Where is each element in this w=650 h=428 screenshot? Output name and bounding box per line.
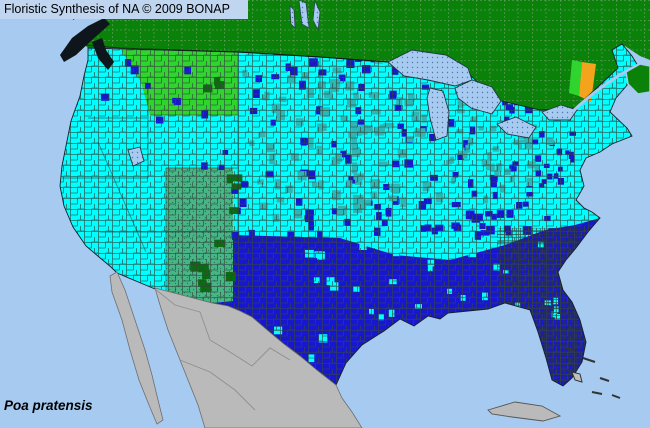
map-title-bar: Floristic Synthesis of NA © 2009 BONAP (0, 0, 248, 19)
cuba (487, 401, 562, 422)
region-mexico (109, 271, 363, 428)
great-lakes (127, 49, 578, 167)
lake-huron (454, 79, 502, 115)
region-maritimes (625, 63, 650, 95)
map-title: Floristic Synthesis of NA © 2009 BONAP (4, 2, 230, 16)
state-borders (62, 52, 336, 297)
vancouver-island (60, 18, 110, 62)
lake-michigan (426, 87, 450, 141)
region-vermont (569, 60, 582, 96)
baja-california (109, 271, 164, 425)
bahamas-islands (564, 347, 621, 399)
region-canada (85, 0, 650, 110)
lake-winnipeg (289, 0, 321, 32)
puget-sound (92, 38, 114, 70)
mexico-state-borders (154, 288, 291, 411)
lake-ontario (541, 104, 578, 121)
us-canada-border (84, 44, 389, 63)
species-name-label: Poa pratensis (4, 398, 93, 413)
lake-erie (496, 116, 537, 139)
great-salt-lake (127, 146, 145, 167)
